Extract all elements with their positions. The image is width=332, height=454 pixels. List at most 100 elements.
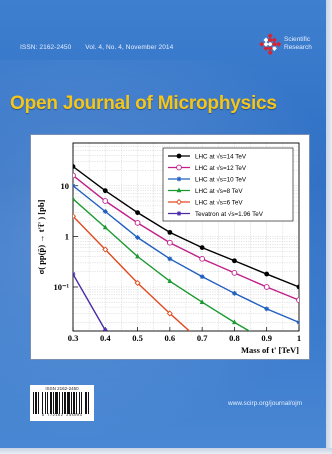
- legend-entry: LHC at √s=6 TeV: [168, 198, 243, 207]
- legend-label: LHC at √s=8 TeV: [195, 188, 243, 195]
- barcode-bar: [76, 392, 77, 414]
- data-point: [296, 284, 299, 290]
- data-point: [102, 327, 108, 331]
- data-point: [199, 299, 205, 305]
- data-point: [73, 213, 77, 220]
- logo-square: [267, 37, 273, 43]
- data-point: [73, 183, 76, 189]
- x-tick-label: 0.6: [165, 333, 176, 343]
- barcode-bar: [47, 392, 48, 414]
- data-point: [176, 176, 182, 182]
- series-path: [73, 174, 299, 301]
- barcode-bar: [53, 392, 54, 414]
- legend-label: Tevatron at √s=1.96 TeV: [195, 211, 264, 218]
- logo-square: [267, 41, 273, 47]
- x-tick-label: 0.9: [261, 333, 272, 343]
- legend-entry: LHC at √s=14 TeV: [168, 154, 247, 161]
- frame-edge-right: [326, 0, 332, 454]
- barcode-bar: [79, 392, 80, 414]
- logo-square: [267, 50, 273, 56]
- data-point: [232, 290, 237, 296]
- data-point: [102, 198, 109, 204]
- logo-square: [267, 33, 273, 39]
- chart-legend: LHC at √s=14 TeV LHC at √s=12 TeV LHC at √…: [162, 147, 294, 222]
- barcode-bar: [35, 392, 37, 414]
- barcode-bar: [62, 392, 63, 414]
- barcode-bar: [73, 392, 75, 414]
- series-path: [73, 185, 299, 324]
- barcode-bar: [59, 392, 60, 414]
- x-axis-label: Mass of t' [TeV]: [241, 345, 299, 355]
- series-line: [73, 213, 191, 331]
- logo-square: [271, 41, 277, 47]
- x-tick-label: 1: [297, 333, 301, 343]
- publisher-name-line2: Research: [284, 44, 312, 51]
- data-point: [263, 284, 270, 290]
- data-point: [102, 209, 108, 214]
- y-tick-label: 10⁻¹: [53, 282, 69, 292]
- data-point: [199, 245, 205, 251]
- barcode-bar: [50, 392, 52, 414]
- legend-entry: Tevatron at √s=1.96 TeV: [168, 211, 264, 218]
- data-point: [199, 274, 205, 280]
- data-point: [135, 235, 140, 240]
- series-path: [73, 198, 251, 331]
- legend-entry: LHC at √s=10 TeV: [168, 177, 247, 184]
- legend-label: LHC at √s=12 TeV: [195, 165, 247, 172]
- data-point: [176, 187, 182, 193]
- barcode-bar: [45, 392, 46, 414]
- issn-volume-line: ISSN: 2162-2450 Vol. 4, No. 4, November …: [20, 44, 185, 51]
- logo-square: [259, 41, 265, 47]
- frame-edge-bottom: [0, 448, 332, 454]
- journal-website: www.scirp.org/journal/ojm: [228, 400, 303, 407]
- data-point: [102, 224, 108, 230]
- x-tick-label: 0.3: [68, 333, 79, 343]
- barcode-bar: [67, 392, 70, 414]
- barcode-bar: [81, 392, 82, 414]
- x-tick-label: 0.7: [197, 333, 208, 343]
- journal-title: Open Journal of Microphysics: [10, 93, 277, 114]
- data-point: [166, 310, 173, 317]
- logo-square: [263, 41, 269, 47]
- barcode-icon: [33, 392, 89, 414]
- y-tick-label: 10: [61, 181, 70, 191]
- publisher-name: Scientific Research: [284, 36, 312, 52]
- legend-box: [162, 147, 294, 222]
- data-point: [176, 211, 182, 216]
- scientific-research-logo-icon: [259, 33, 282, 56]
- issn-text: ISSN: 2162-2450: [20, 44, 72, 51]
- barcode-digits: 9 772162 245003: [41, 414, 83, 418]
- data-point: [199, 255, 205, 262]
- series-line: [73, 271, 108, 331]
- y-tick-label: 1: [65, 231, 69, 241]
- legend-label: LHC at √s=6 TeV: [195, 200, 243, 207]
- barcode-bar: [55, 392, 58, 414]
- x-tick-label: 0.8: [229, 333, 240, 343]
- volume-text: Vol. 4, No. 4, November 2014: [85, 44, 174, 51]
- series-path: [73, 165, 299, 288]
- legend-entry: LHC at √s=8 TeV: [168, 187, 243, 195]
- data-point: [102, 188, 108, 194]
- data-point: [232, 258, 237, 264]
- data-point: [231, 270, 238, 276]
- data-point: [73, 195, 76, 201]
- cross-section-chart: 0.3 0.4 0.5 0.6 0.7 0.8 0.9 1 10⁻¹ 1 10 Mass of t' …: [36, 142, 301, 355]
- data-point: [264, 271, 270, 277]
- x-tick-label: 0.4: [100, 333, 111, 343]
- barcode-bar: [42, 392, 43, 414]
- series-line: [73, 164, 299, 290]
- barcode-bar: [85, 392, 87, 414]
- data-point: [176, 164, 182, 171]
- logo-square: [267, 45, 273, 51]
- data-point: [134, 279, 141, 287]
- barcode-bar: [88, 392, 89, 414]
- data-point: [102, 246, 109, 253]
- data-point: [264, 306, 270, 312]
- legend-label: LHC at √s=10 TeV: [195, 177, 247, 184]
- data-point: [73, 164, 76, 169]
- data-point: [134, 220, 141, 226]
- barcode-label: ISSN 2162-2450 9 772162 245003: [30, 385, 94, 421]
- data-point: [176, 153, 182, 159]
- barcode-bar: [71, 392, 72, 414]
